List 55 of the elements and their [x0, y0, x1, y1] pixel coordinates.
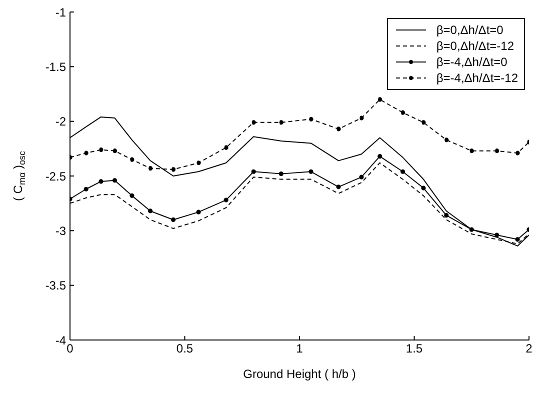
point: [278, 172, 284, 176]
x-axis-title: Ground Height ( h/b ): [243, 367, 356, 381]
legend-label: β=0,Δh/Δt=0: [436, 23, 504, 37]
point: [400, 169, 406, 174]
point: [251, 120, 256, 125]
x-tick-label: 0: [66, 342, 74, 356]
x-tick-label: 2: [526, 342, 533, 356]
point: [515, 237, 520, 242]
point: [224, 198, 228, 202]
y-tick-label: -2.5: [45, 169, 66, 184]
y-tick-label: -1: [55, 5, 66, 20]
point: [130, 193, 134, 198]
point: [224, 145, 228, 150]
y-tick-label: -2: [55, 114, 66, 129]
point: [148, 166, 153, 171]
y-tick-label: -3: [55, 224, 66, 238]
x-tick-label: 1.5: [406, 342, 423, 356]
point: [278, 120, 284, 125]
point: [308, 169, 314, 174]
x-tick-label: 1: [296, 342, 304, 356]
x-tick-label: 0.5: [176, 342, 194, 356]
legend-label: β=-4,Δh/Δt=0: [436, 55, 508, 69]
point: [494, 148, 500, 154]
point: [378, 97, 382, 102]
legend-label: β=0,Δh/Δt=-12: [436, 39, 514, 53]
point: [130, 157, 134, 162]
y-tick-label: -1.5: [45, 60, 66, 74]
point: [112, 178, 118, 183]
point: [494, 232, 500, 238]
point: [515, 150, 520, 156]
point: [421, 120, 426, 125]
point: [98, 147, 104, 152]
point: [444, 138, 449, 142]
point: [196, 210, 201, 214]
point: [400, 110, 406, 115]
point: [251, 169, 256, 174]
point: [444, 213, 449, 218]
y-tick-label: -4: [55, 333, 66, 348]
point: [98, 179, 104, 184]
point: [359, 174, 364, 180]
point: [378, 154, 382, 159]
point: [469, 227, 474, 232]
point: [421, 186, 426, 190]
point: [84, 186, 88, 192]
point: [84, 150, 88, 156]
point: [359, 116, 364, 120]
point: [469, 148, 474, 154]
point: [308, 116, 314, 122]
point: [148, 208, 153, 214]
point: [336, 184, 341, 190]
legend-label: β=-4,Δh/Δt=-12: [436, 71, 518, 85]
point: [196, 160, 201, 166]
point: [336, 126, 341, 132]
y-tick-label: -3.5: [45, 278, 66, 293]
point: [170, 217, 176, 222]
